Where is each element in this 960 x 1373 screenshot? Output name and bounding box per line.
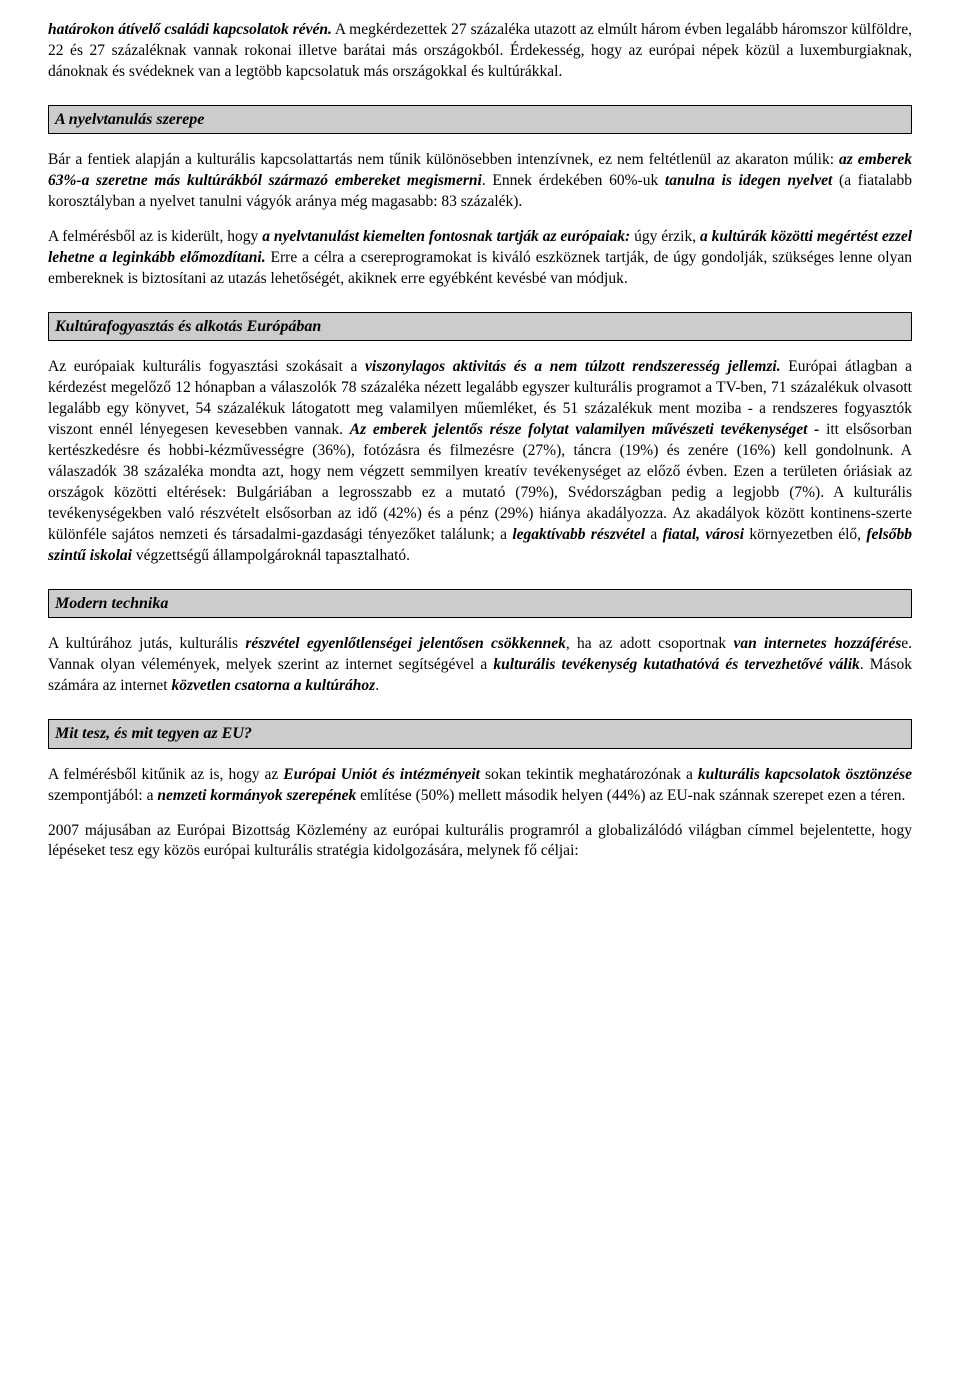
- section1-paragraph2: A felmérésből az is kiderült, hogy a nye…: [48, 227, 912, 290]
- section4-paragraph2: 2007 májusában az Európai Bizottság Közl…: [48, 821, 912, 863]
- section-heading-modern: Modern technika: [48, 589, 912, 619]
- section-heading-culture: Kultúrafogyasztás és alkotás Európában: [48, 312, 912, 342]
- section1-paragraph1: Bár a fentiek alapján a kulturális kapcs…: [48, 150, 912, 213]
- intro-paragraph: határokon átívelő családi kapcsolatok ré…: [48, 20, 912, 83]
- section-heading-eu: Mit tesz, és mit tegyen az EU?: [48, 719, 912, 749]
- section3-paragraph1: A kultúrához jutás, kulturális részvétel…: [48, 634, 912, 697]
- intro-emphasis: határokon átívelő családi kapcsolatok ré…: [48, 21, 332, 38]
- section-heading-language: A nyelvtanulás szerepe: [48, 105, 912, 135]
- section4-paragraph1: A felmérésből kitűnik az is, hogy az Eur…: [48, 765, 912, 807]
- section2-paragraph1: Az európaiak kulturális fogyasztási szok…: [48, 357, 912, 566]
